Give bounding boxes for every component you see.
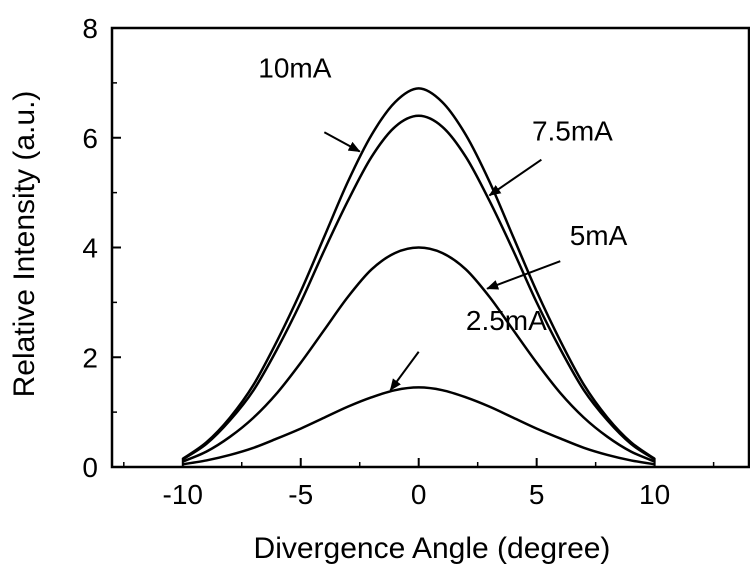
annotation-label: 7.5mA bbox=[532, 115, 613, 146]
annotation-arrow bbox=[323, 131, 361, 153]
annotation-arrow bbox=[486, 260, 561, 290]
x-tick-label: 10 bbox=[639, 479, 670, 510]
series-layer bbox=[182, 87, 656, 466]
series-line-10ma bbox=[182, 87, 656, 460]
x-tick-label: 0 bbox=[411, 479, 427, 510]
x-tick-label: 5 bbox=[529, 479, 545, 510]
series-line-7-5ma bbox=[182, 114, 656, 461]
x-axis: -10 -5 0 5 10 bbox=[123, 458, 715, 510]
annotation-label: 5mA bbox=[570, 220, 628, 251]
annotation-arrow bbox=[389, 351, 420, 391]
x-tick-label: -5 bbox=[288, 479, 313, 510]
series-line-5ma bbox=[182, 246, 656, 463]
y-tick-label: 8 bbox=[82, 13, 98, 44]
x-axis-label: Divergence Angle (degree) bbox=[254, 532, 611, 565]
annotation-layer: 10mA 7.5mA 5mA 2.5mA bbox=[258, 52, 628, 391]
annotation-arrow bbox=[488, 158, 542, 197]
annotation-label: 2.5mA bbox=[466, 305, 547, 336]
y-tick-label: 0 bbox=[82, 452, 98, 483]
y-tick-label: 2 bbox=[82, 342, 98, 373]
series-line-2-5ma bbox=[182, 386, 655, 466]
y-tick-label: 6 bbox=[82, 123, 98, 154]
y-tick-label: 4 bbox=[82, 233, 98, 264]
y-axis: 0 2 4 6 8 bbox=[82, 13, 121, 483]
annotation-label: 10mA bbox=[258, 52, 331, 83]
x-tick-label: -10 bbox=[163, 479, 203, 510]
y-axis-label: Relative Intensity (a.u.) bbox=[8, 91, 41, 398]
